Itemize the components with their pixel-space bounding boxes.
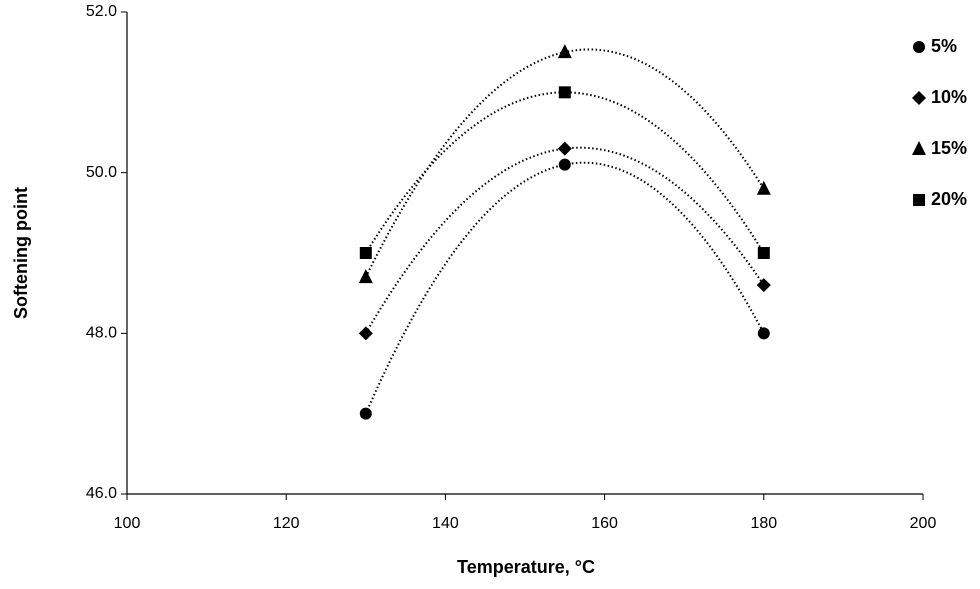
marker: [359, 247, 372, 259]
marker: [358, 269, 373, 284]
legend-marker: [913, 194, 925, 206]
legend-marker: [912, 141, 926, 155]
legend-label: 10%: [931, 87, 967, 107]
legend-marker: [912, 91, 926, 105]
x-tick-label: 160: [591, 515, 618, 532]
x-axis-label: Temperature, °C: [457, 557, 595, 577]
legend-label: 5%: [931, 36, 957, 56]
y-tick-label: 50.0: [86, 164, 117, 181]
legend-label: 15%: [931, 138, 967, 158]
trend-line: [364, 161, 765, 415]
y-tick-label: 48.0: [86, 325, 117, 342]
trend-line: [364, 91, 765, 254]
x-tick-label: 120: [273, 515, 300, 532]
marker: [558, 158, 571, 171]
marker: [756, 180, 771, 195]
marker: [557, 44, 572, 59]
y-tick-label: 46.0: [86, 485, 117, 502]
legend-marker: [913, 41, 925, 53]
marker: [359, 407, 372, 420]
marker: [757, 327, 770, 340]
legend-label: 20%: [931, 189, 967, 209]
marker: [557, 141, 572, 156]
marker: [358, 326, 373, 341]
marker: [558, 86, 571, 99]
y-axis-label: Softening point: [11, 187, 31, 319]
x-tick-label: 140: [432, 515, 459, 532]
x-tick-label: 200: [910, 515, 937, 532]
x-tick-label: 180: [750, 515, 777, 532]
y-tick-label: 52.0: [86, 3, 117, 20]
marker: [756, 278, 771, 293]
trend-line: [364, 146, 765, 334]
marker: [757, 247, 770, 259]
x-tick-label: 100: [114, 515, 141, 532]
